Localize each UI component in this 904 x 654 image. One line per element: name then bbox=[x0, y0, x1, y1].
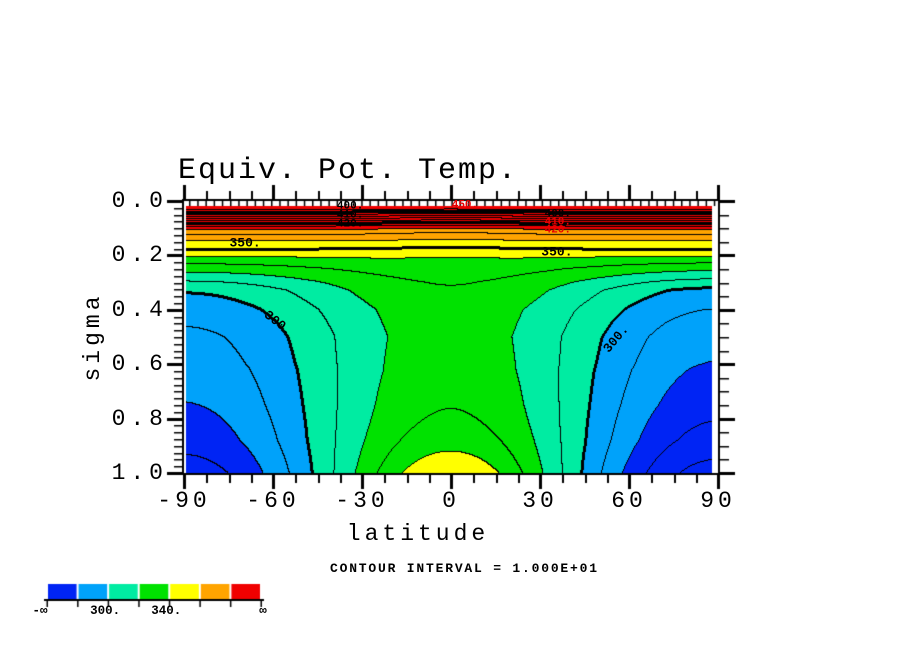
y-tick-label: 0.8 bbox=[111, 406, 168, 432]
y-tick-label: 1.0 bbox=[111, 460, 168, 486]
contour-label: 410. bbox=[336, 209, 364, 222]
contour-label: 400. bbox=[336, 200, 364, 213]
x-axis-title: latitude bbox=[346, 521, 490, 547]
contour-interval-note: CONTOUR INTERVAL = 1.000E+01 bbox=[330, 561, 599, 576]
contour-label: 450. bbox=[451, 199, 479, 212]
y-tick-label: 0.2 bbox=[111, 242, 168, 268]
x-tick-label: -90 bbox=[157, 488, 211, 514]
colorbar-label: ∞ bbox=[259, 604, 267, 618]
x-tick-label: 30 bbox=[522, 488, 558, 514]
plot-title: Equiv. Pot. Temp. bbox=[178, 154, 519, 188]
contour-label: 350. bbox=[229, 235, 261, 251]
contour-label: 350. bbox=[541, 244, 573, 260]
x-tick-label: 0 bbox=[442, 488, 460, 514]
colorbar-label: 300. bbox=[90, 604, 121, 618]
y-tick-label: 0.6 bbox=[111, 351, 168, 377]
x-tick-label: -30 bbox=[335, 488, 389, 514]
x-tick-label: 90 bbox=[700, 488, 736, 514]
y-tick-label: 0.4 bbox=[111, 297, 168, 323]
contour-label: 420. bbox=[544, 224, 571, 237]
contour-label: 420. bbox=[336, 218, 364, 231]
x-tick-label: -60 bbox=[246, 488, 300, 514]
contour-label: 410. bbox=[544, 216, 571, 229]
colorbar-label: -∞ bbox=[32, 604, 48, 618]
contour-label: 400. bbox=[544, 208, 571, 221]
colorbar-label: 340. bbox=[151, 604, 182, 618]
x-tick-label: 60 bbox=[611, 488, 647, 514]
y-tick-label: 0.0 bbox=[111, 188, 168, 214]
